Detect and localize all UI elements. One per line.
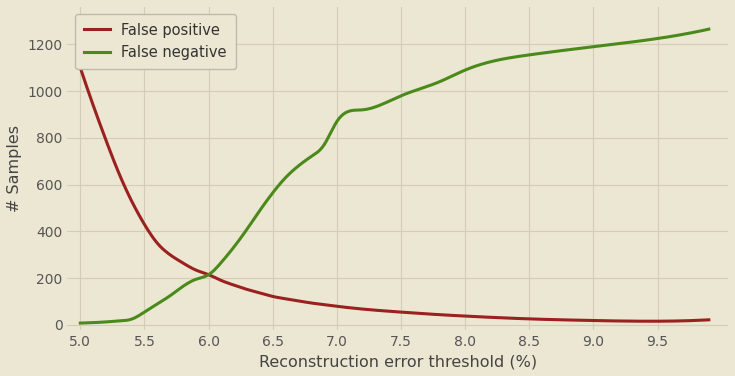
- False negative: [606, 42, 614, 47]
- False positive: [648, 319, 656, 323]
- False negative: [448, 74, 456, 78]
- Line: False negative: False negative: [80, 29, 709, 323]
- Y-axis label: # Samples: # Samples: [7, 125, 22, 212]
- False positive: [704, 318, 713, 322]
- X-axis label: Reconstruction error threshold (%): Reconstruction error threshold (%): [259, 354, 537, 369]
- False positive: [606, 318, 614, 323]
- False positive: [461, 314, 470, 318]
- False negative: [450, 73, 459, 77]
- False negative: [645, 37, 654, 42]
- False negative: [461, 68, 470, 73]
- False positive: [78, 72, 87, 76]
- False negative: [78, 321, 87, 325]
- False positive: [76, 65, 85, 70]
- Line: False positive: False positive: [80, 68, 709, 321]
- False positive: [645, 319, 654, 323]
- False negative: [76, 321, 85, 325]
- False positive: [448, 313, 456, 318]
- False positive: [450, 313, 459, 318]
- False negative: [704, 27, 713, 32]
- Legend: False positive, False negative: False positive, False negative: [75, 14, 236, 69]
